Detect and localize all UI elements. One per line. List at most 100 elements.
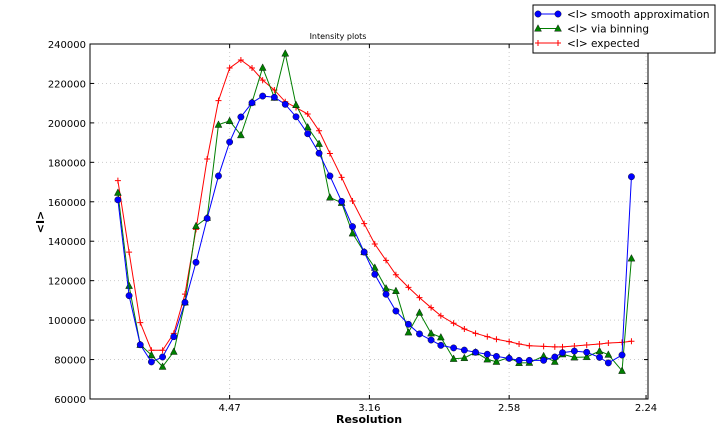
data-point-triangle [392,286,400,294]
data-point-triangle [483,355,492,363]
data-point-plus [215,97,222,104]
x-tick-label: 4.47 [219,403,241,414]
data-point-plus [338,174,345,181]
series-line [117,59,632,351]
data-point-plus [583,341,590,348]
data-point-circle [371,270,379,278]
data-point-plus [326,150,333,157]
data-point-plus [237,56,244,63]
data-point-triangle [237,130,245,139]
y-tick-label: 140000 [48,237,86,248]
y-tick-label: 120000 [48,277,86,288]
data-point-triangle [315,139,323,147]
chart-title: Intensity plots [310,32,367,41]
data-point-triangle [534,24,542,32]
data-point-triangle [125,281,133,289]
data-point-circle [125,292,133,300]
data-point-plus [506,338,513,345]
data-point-triangle [303,123,312,131]
y-axis-label: <I> [34,211,47,234]
series-binning [114,49,636,374]
data-point-circle [559,349,566,357]
data-point-triangle [618,366,626,374]
data-point-plus [540,343,547,350]
data-point-triangle [427,329,435,337]
data-point-circle [159,353,166,361]
data-point-circle [551,353,559,361]
data-point-triangle [460,353,469,361]
data-point-circle [427,336,435,344]
series-smooth [114,92,635,367]
data-point-plus [361,220,368,227]
data-point-triangle [114,188,122,196]
data-point-triangle [554,24,562,32]
data-point-plus [383,257,390,264]
data-point-triangle [449,354,458,362]
data-point-plus [461,325,468,332]
ticks: 60000 80000 100000 120000 140000 160000 180000… [48,40,657,414]
grid [90,43,648,400]
data-point-triangle [604,350,613,358]
data-point-plus [349,197,356,204]
data-point-circle [203,214,211,222]
data-point-circle [515,356,523,364]
data-point-circle [292,113,300,121]
data-point-circle [270,93,278,101]
data-point-plus [259,77,266,84]
data-point-plus [416,294,423,301]
y-tick-label: 100000 [48,316,86,327]
data-point-triangle [292,100,300,108]
data-point-circle [405,320,412,328]
data-point-plus [526,342,533,349]
legend-label: <I> smooth approximation [567,9,710,21]
y-tick-label: 220000 [48,79,86,90]
series-layer [114,49,636,374]
data-point-plus [516,340,523,347]
x-axis-label: Resolution [336,413,402,426]
data-point-plus [371,240,378,247]
data-point-triangle [147,350,156,359]
data-point-triangle [415,308,424,316]
data-point-plus [535,40,541,46]
data-point-plus [555,40,561,46]
data-point-plus [493,336,500,343]
data-point-triangle [158,362,167,370]
data-point-circle [237,113,245,121]
data-point-circle [136,341,144,349]
y-tick-label: 200000 [48,119,86,130]
data-point-circle [192,258,200,266]
data-point-circle [148,358,155,366]
data-point-triangle [348,229,357,237]
data-point-triangle [627,254,636,262]
data-point-plus [559,343,566,350]
y-tick-label: 160000 [48,198,86,209]
data-point-circle [315,149,323,157]
data-point-plus [304,111,311,118]
data-point-plus [126,249,133,256]
data-point-triangle [404,328,413,336]
data-point-plus [605,339,612,346]
data-point-circle [540,356,548,364]
series-expected [114,56,635,354]
data-point-circle [114,196,122,204]
data-point-plus [248,65,255,72]
data-point-plus [437,312,444,319]
data-point-circle [583,348,591,356]
data-point-triangle [550,357,559,365]
y-tick-label: 80000 [54,356,86,367]
data-point-plus [596,340,603,347]
data-point-plus [405,284,412,291]
data-point-plus [428,304,435,311]
data-point-triangle [582,352,591,360]
data-point-circle [505,354,513,362]
data-point-triangle [370,263,379,271]
data-point-plus [392,271,399,278]
data-point-circle [382,290,390,298]
data-point-circle [248,99,256,107]
data-point-plus [114,177,121,184]
data-point-plus [226,65,233,72]
legend-label: <I> via binning [567,24,649,36]
data-point-plus [159,347,166,354]
data-point-plus [551,343,558,350]
